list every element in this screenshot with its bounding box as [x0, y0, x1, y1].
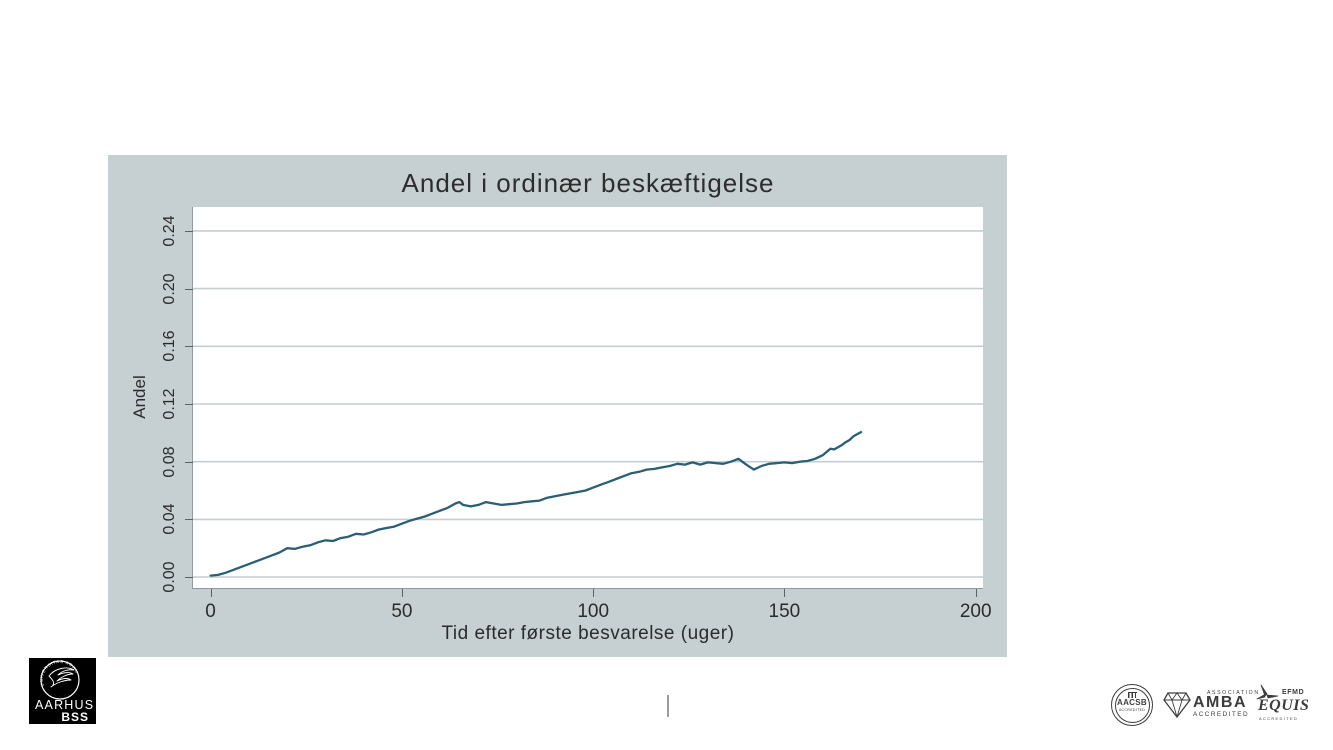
amba-name: AMBA [1193, 694, 1247, 711]
x-tick-mark [401, 589, 403, 597]
y-tick-mark [185, 346, 193, 348]
amba-association-label: ASSOCIATION [1207, 690, 1260, 696]
efmd-label: EFMD [1282, 689, 1305, 696]
y-tick-mark [185, 288, 193, 290]
y-tick-mark [185, 404, 193, 405]
aacsb-logo: AACSB ACCREDITED [1111, 684, 1153, 726]
y-tick-label: 0.08 [161, 446, 178, 478]
x-tick-mark [593, 589, 595, 597]
y-tick-mark [185, 577, 193, 578]
amba-accredited-label: ACCREDITED [1193, 711, 1250, 718]
equis-name: EQUIS [1258, 697, 1310, 714]
y-tick-label: 0.16 [161, 330, 178, 362]
y-tick-label: 0.00 [161, 561, 178, 593]
y-axis-title: Andel [130, 375, 149, 419]
y-tick-label: 0.24 [161, 215, 178, 247]
aarhus-logo-unit: BSS [61, 710, 89, 724]
stata-chart: Andel i ordinær beskæftigelse Andel Tid … [108, 155, 1007, 657]
university-seal-icon: UNIVERSITAS ARHUSIENSIS [37, 660, 80, 700]
x-axis-title: Tid efter første besvarelse (uger) [441, 623, 735, 644]
y-axis-line [192, 207, 193, 589]
amba-text-block: ASSOCIATION AMBA ACCREDITED [1193, 690, 1260, 718]
aarhus-logo-name: AARHUS [35, 698, 95, 712]
equis-star-icon [1256, 684, 1279, 700]
equis-accredited-label: ACCREDITED [1259, 716, 1299, 721]
x-tick-label: 0 [205, 601, 216, 622]
text-cursor [667, 695, 669, 717]
chart-title: Andel i ordinær beskæftigelse [401, 168, 775, 198]
x-tick-label: 100 [577, 601, 610, 622]
aarhus-bss-logo: UNIVERSITAS ARHUSIENSIS AARHUS BSS [29, 658, 96, 724]
aacsb-columns-icon [1128, 692, 1137, 698]
amba-logo: ASSOCIATION AMBA ACCREDITED [1163, 690, 1260, 724]
y-tick-mark [185, 461, 193, 463]
aacsb-outer-ring [1111, 684, 1153, 726]
line-chart-canvas [193, 230, 983, 578]
y-tick-label: 0.12 [161, 388, 178, 420]
plot-area [193, 207, 983, 588]
y-tick-mark [185, 230, 193, 232]
equis-logo: EFMD EQUIS ACCREDITED [1250, 680, 1310, 726]
x-axis-line [192, 588, 983, 589]
x-tick-label: 50 [391, 601, 413, 622]
aacsb-accredited-label: ACCREDITED [1118, 708, 1146, 712]
aacsb-name: AACSB [1117, 698, 1147, 707]
x-tick-label: 150 [768, 601, 801, 622]
y-tick-label: 0.20 [161, 273, 178, 305]
aacsb-inner-ring [1114, 687, 1150, 723]
x-tick-mark [784, 589, 786, 597]
y-tick-label: 0.04 [161, 503, 178, 535]
amba-diamond-icon [1163, 692, 1191, 718]
y-tick-mark [185, 519, 193, 521]
x-tick-mark [210, 589, 212, 597]
x-tick-mark [975, 589, 977, 597]
x-tick-label: 200 [959, 601, 992, 622]
employment-share-line [209, 430, 863, 577]
